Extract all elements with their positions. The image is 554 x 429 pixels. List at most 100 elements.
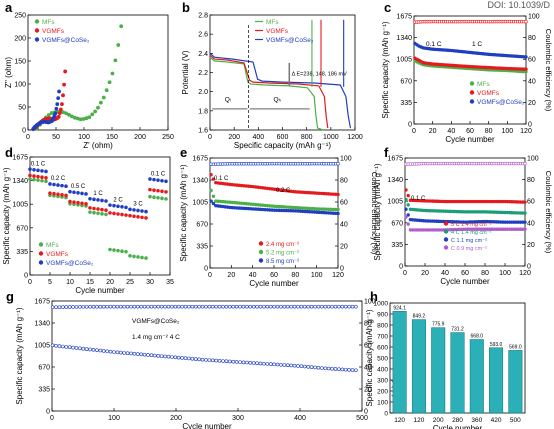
x-tick-label: 150 — [106, 134, 118, 141]
data-point — [56, 114, 61, 119]
data-point — [238, 304, 242, 309]
data-point — [166, 354, 171, 359]
y2-tick-label: 60 — [340, 200, 348, 207]
x-tick-label: 0 — [28, 279, 32, 286]
y-tick-label: 0 — [22, 128, 26, 135]
data-point — [262, 361, 266, 366]
data-point — [120, 205, 124, 209]
panel-a: a 0 50 100 150 200 250 0 50 100 150 200 250 Z' (ohm) Z… — [4, 0, 174, 150]
data-point — [404, 197, 408, 202]
y-tick-label: 335 — [196, 244, 208, 251]
y-tick-label: 1675 — [12, 155, 28, 162]
panel-b: b 0 200 400 600 800 1000 1200 1.6 1.8 2.0 2.2 2.4 2.6… — [181, 0, 363, 150]
data-point — [53, 111, 58, 116]
y-tick-label: 1005 — [387, 199, 403, 206]
x-axis-label: Cycle number — [182, 422, 232, 429]
data-point — [282, 304, 287, 309]
data-point — [149, 353, 154, 358]
data-point — [64, 111, 69, 116]
data-point — [245, 360, 249, 365]
data-point — [132, 351, 137, 356]
data-point — [104, 208, 108, 212]
data-point — [343, 367, 348, 372]
data-point — [84, 192, 88, 196]
panel-letter: e — [180, 145, 187, 160]
data-point — [524, 55, 528, 59]
data-point — [125, 304, 130, 309]
x-tick-label: 400 — [252, 134, 264, 141]
data-point — [292, 363, 297, 368]
legend-label: VGMFs — [46, 251, 69, 258]
data-point — [299, 364, 304, 369]
data-point — [248, 304, 253, 309]
data-point — [320, 366, 324, 370]
data-point — [84, 347, 89, 351]
y-tick-label: 1675 — [192, 156, 208, 163]
data-point — [221, 304, 225, 309]
data-point — [160, 189, 164, 194]
x-tick-label: 80 — [291, 272, 299, 279]
data-point — [118, 350, 123, 355]
data-point — [152, 177, 156, 182]
data-point — [152, 195, 156, 200]
data-point — [268, 304, 273, 309]
data-point — [187, 304, 191, 309]
data-point — [88, 304, 92, 309]
y-tick-label: 800 — [377, 323, 388, 330]
x-tick-label: 120 — [332, 272, 344, 279]
data-point — [524, 67, 528, 71]
data-point — [81, 304, 86, 309]
data-point — [326, 304, 331, 309]
data-point — [224, 304, 229, 309]
data-point — [523, 200, 527, 204]
rate-label: 0.1 C — [214, 176, 229, 182]
data-point — [231, 359, 236, 364]
data-point — [116, 248, 120, 253]
data-point — [350, 304, 355, 309]
data-point — [231, 304, 236, 309]
data-point — [336, 207, 340, 212]
data-point — [100, 212, 104, 216]
x-axis-label: Cycle number — [249, 279, 299, 288]
data-point — [309, 365, 314, 369]
x-tick-label: 5 — [48, 279, 52, 286]
data-point — [333, 304, 338, 309]
x-category-label: 360 — [471, 417, 482, 424]
data-point — [209, 173, 213, 177]
data-point — [76, 200, 80, 205]
y-tick-label: 670 — [38, 365, 50, 372]
data-point — [112, 350, 116, 354]
y-tick-label: 0 — [46, 409, 50, 416]
x-tick-label: 15 — [86, 279, 94, 286]
data-point — [316, 304, 321, 309]
data-point — [90, 112, 95, 117]
data-point — [118, 304, 123, 309]
data-point — [92, 210, 96, 215]
data-point — [57, 89, 61, 94]
legend-label: VGMFs@CoSe₂ — [266, 37, 314, 44]
x-axis-label: Cycle number — [440, 277, 490, 286]
data-point — [44, 169, 48, 174]
data-point — [113, 58, 118, 63]
data-point — [100, 207, 104, 212]
data-point — [124, 205, 128, 210]
data-point — [258, 304, 263, 309]
y-tick-label: 2.4 — [198, 51, 208, 58]
legend-label: VGMFs — [477, 90, 500, 97]
y2-tick-label: 40 — [528, 78, 536, 85]
data-point — [52, 191, 56, 196]
data-point — [142, 304, 147, 309]
x-tick-label: 120 — [519, 270, 531, 277]
data-point — [124, 213, 128, 217]
data-point — [98, 348, 103, 353]
bar-value-label: 569.0 — [509, 344, 522, 350]
data-point — [255, 304, 259, 309]
x-axis-label: Cycle number — [75, 286, 125, 295]
data-point — [272, 362, 276, 367]
legend-label: VGMFs — [42, 28, 65, 35]
data-point — [61, 305, 65, 309]
data-point — [72, 200, 76, 204]
data-point — [57, 344, 62, 348]
data-point — [221, 359, 225, 363]
y2-tick-label: 100 — [528, 14, 540, 21]
